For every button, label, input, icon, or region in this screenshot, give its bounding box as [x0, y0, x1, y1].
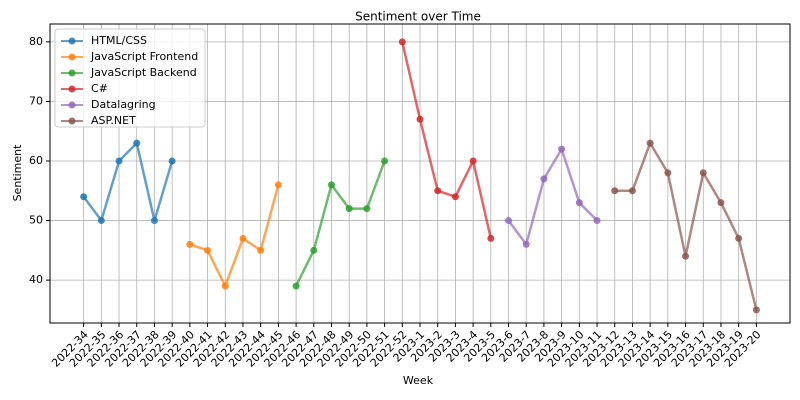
x-axis-label: Week — [403, 374, 434, 387]
chart-title: Sentiment over Time — [355, 10, 481, 24]
legend-marker — [68, 53, 76, 61]
data-point — [735, 234, 743, 242]
y-tick-label: 50 — [29, 214, 43, 227]
data-point — [186, 240, 194, 248]
data-point — [558, 145, 566, 153]
data-point — [505, 217, 513, 225]
data-point — [611, 187, 619, 195]
y-tick-label: 80 — [29, 35, 43, 48]
data-point — [381, 157, 389, 165]
data-point — [540, 175, 548, 183]
data-point — [398, 38, 406, 46]
y-tick-label: 70 — [29, 94, 43, 107]
data-point — [752, 306, 760, 314]
y-tick-label: 40 — [29, 273, 43, 286]
data-point — [451, 193, 459, 201]
data-point — [274, 181, 282, 189]
data-point — [204, 246, 212, 254]
data-point — [699, 169, 707, 177]
data-point — [363, 205, 371, 213]
data-point — [97, 217, 105, 225]
data-point — [292, 282, 300, 290]
legend-label: JavaScript Backend — [90, 66, 197, 79]
legend-label: HTML/CSS — [91, 34, 147, 47]
data-point — [310, 246, 318, 254]
legend-box — [54, 28, 206, 128]
legend-marker — [68, 101, 76, 109]
data-point — [257, 246, 265, 254]
y-tick-label: 60 — [29, 154, 43, 167]
legend-marker — [68, 117, 76, 125]
data-point — [469, 157, 477, 165]
data-point — [717, 199, 725, 207]
legend-label: ASP.NET — [91, 114, 136, 127]
legend-marker — [68, 69, 76, 77]
data-point — [345, 205, 353, 213]
data-point — [682, 252, 690, 260]
data-point — [150, 217, 158, 225]
legend-label: JavaScript Frontend — [90, 50, 198, 63]
data-point — [487, 234, 495, 242]
data-point — [133, 139, 141, 147]
data-point — [239, 234, 247, 242]
plot-frame — [49, 23, 791, 324]
data-point — [80, 193, 88, 201]
data-point — [168, 157, 176, 165]
legend-marker — [68, 85, 76, 93]
legend-label: Datalagring — [91, 98, 156, 111]
y-axis-label: Sentiment — [11, 144, 24, 202]
data-point — [416, 115, 424, 123]
series-line — [507, 147, 598, 246]
data-point — [646, 139, 654, 147]
data-point — [522, 240, 530, 248]
data-point — [327, 181, 335, 189]
series-line — [401, 41, 493, 239]
legend-marker — [68, 37, 76, 45]
data-point — [628, 187, 636, 195]
data-point — [593, 217, 601, 225]
data-point — [575, 199, 583, 207]
series-line — [294, 160, 386, 287]
series-line — [82, 141, 174, 222]
legend-label: C# — [91, 82, 108, 95]
data-point — [221, 282, 229, 290]
data-point — [664, 169, 672, 177]
data-point — [434, 187, 442, 195]
data-point — [115, 157, 123, 165]
